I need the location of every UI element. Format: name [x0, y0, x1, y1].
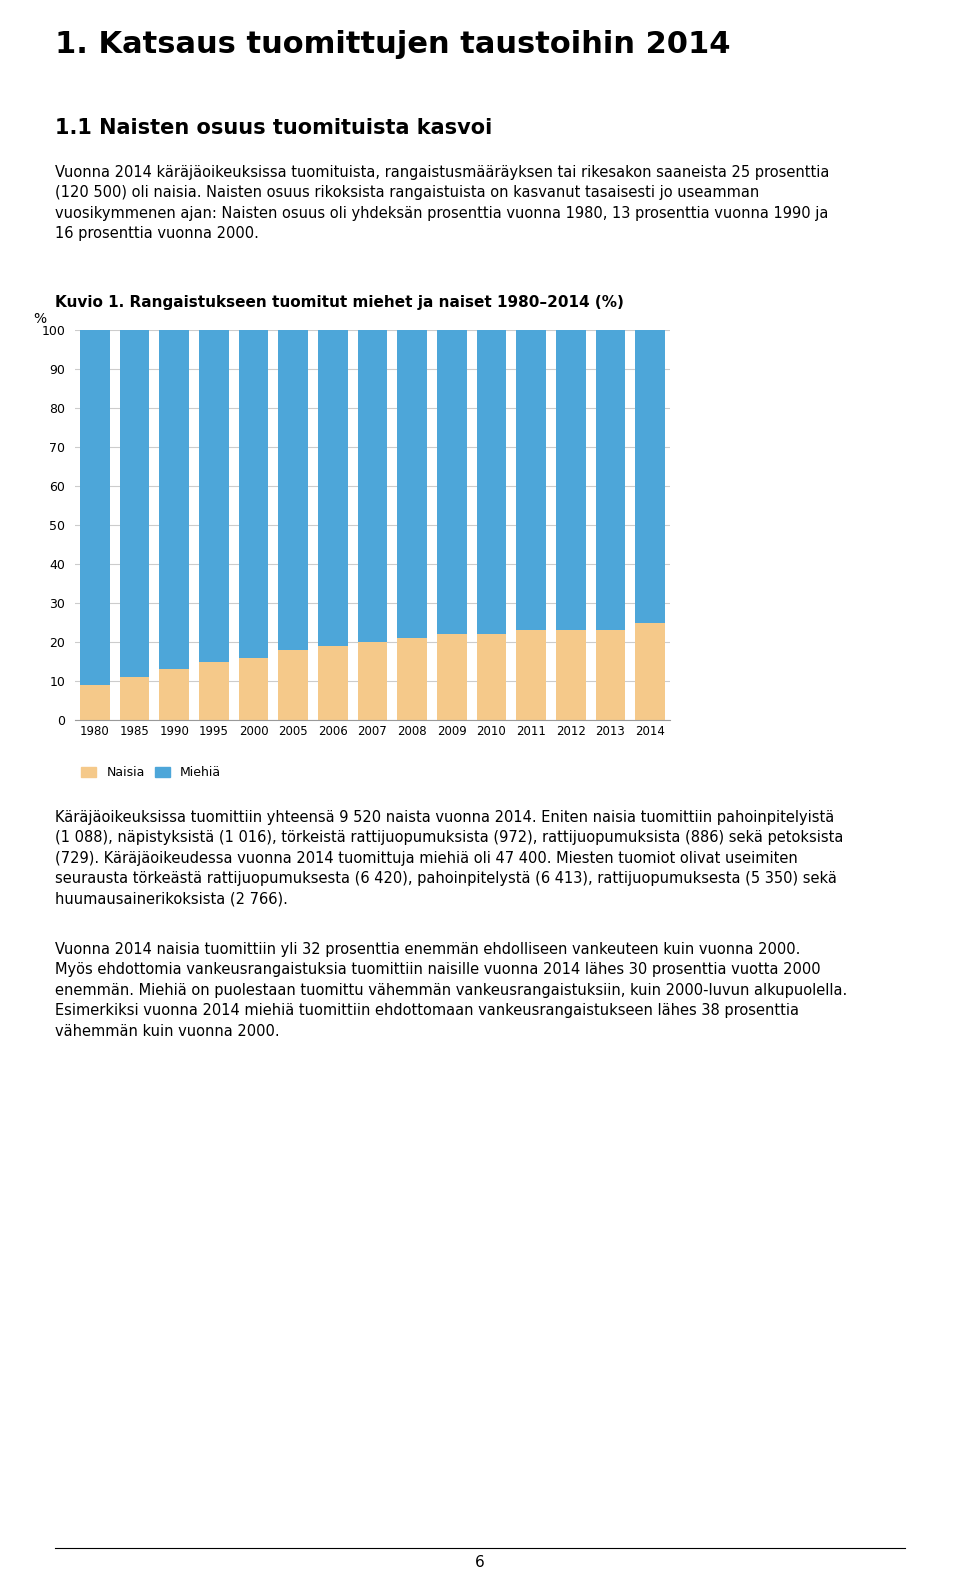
- Bar: [199, 662, 228, 720]
- Text: 6: 6: [475, 1555, 485, 1570]
- Bar: [120, 678, 150, 720]
- Text: 1.1 Naisten osuus tuomituista kasvoi: 1.1 Naisten osuus tuomituista kasvoi: [55, 118, 492, 138]
- Bar: [199, 330, 228, 662]
- Text: Käräjäoikeuksissa tuomittiin yhteensä 9 520 naista vuonna 2014. Eniten naisia tu: Käräjäoikeuksissa tuomittiin yhteensä 9 …: [55, 810, 844, 907]
- Bar: [397, 638, 427, 720]
- Bar: [80, 330, 109, 685]
- Bar: [278, 330, 308, 649]
- Bar: [476, 330, 506, 634]
- Bar: [595, 630, 625, 720]
- Bar: [556, 630, 586, 720]
- Bar: [239, 330, 269, 657]
- Bar: [556, 330, 586, 630]
- Bar: [159, 330, 189, 670]
- Text: 1. Katsaus tuomittujen taustoihin 2014: 1. Katsaus tuomittujen taustoihin 2014: [55, 30, 731, 60]
- Bar: [476, 634, 506, 720]
- Bar: [636, 623, 665, 720]
- Bar: [318, 646, 348, 720]
- Bar: [516, 330, 546, 630]
- Text: %: %: [34, 313, 46, 325]
- Bar: [278, 649, 308, 720]
- Text: Vuonna 2014 käräjäoikeuksissa tuomituista, rangaistusmääräyksen tai rikesakon sa: Vuonna 2014 käräjäoikeuksissa tuomituist…: [55, 165, 829, 241]
- Legend: Naisia, Miehiä: Naisia, Miehiä: [82, 766, 221, 780]
- Bar: [397, 330, 427, 638]
- Bar: [595, 330, 625, 630]
- Bar: [437, 634, 467, 720]
- Bar: [516, 630, 546, 720]
- Bar: [159, 670, 189, 720]
- Bar: [80, 685, 109, 720]
- Bar: [636, 330, 665, 623]
- Text: Kuvio 1. Rangaistukseen tuomitut miehet ja naiset 1980–2014 (%): Kuvio 1. Rangaistukseen tuomitut miehet …: [55, 296, 624, 310]
- Bar: [318, 330, 348, 646]
- Text: Vuonna 2014 naisia tuomittiin yli 32 prosenttia enemmän ehdolliseen vankeuteen k: Vuonna 2014 naisia tuomittiin yli 32 pro…: [55, 942, 848, 1039]
- Bar: [120, 330, 150, 678]
- Bar: [437, 330, 467, 634]
- Bar: [358, 641, 388, 720]
- Bar: [239, 657, 269, 720]
- Bar: [358, 330, 388, 641]
